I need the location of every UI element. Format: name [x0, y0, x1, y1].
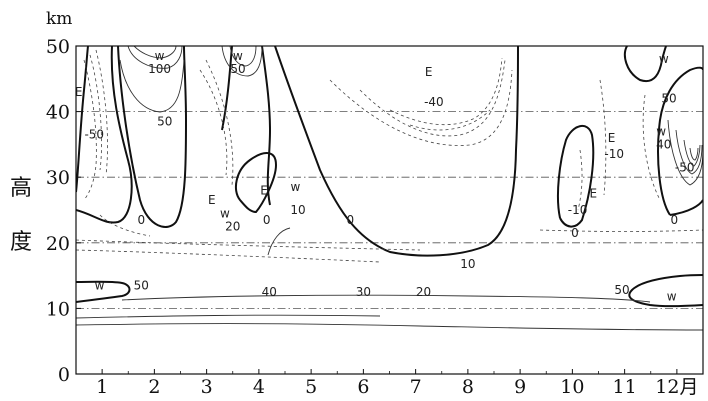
contour-label: E — [425, 65, 433, 79]
x-tick-label: 4 — [253, 376, 265, 398]
contour-label: 0 — [346, 213, 354, 227]
y-unit-label: km — [46, 9, 72, 29]
contour-label: 30 — [356, 285, 371, 299]
y-axis-title: 高 度 — [10, 176, 32, 255]
plot-frame — [75, 45, 704, 375]
contour-label: w — [95, 278, 105, 292]
x-tick-label: 7 — [410, 376, 422, 398]
contour-label: -50 — [84, 128, 104, 142]
x-tick-label: 9 — [514, 376, 526, 398]
y-axis-title-char-2: 度 — [10, 230, 32, 255]
contour-label: -40 — [424, 95, 444, 109]
x-tick-label: 1 — [96, 376, 108, 398]
contour-label: w — [291, 180, 301, 194]
contour-label: E — [608, 131, 616, 145]
contour-label: w — [155, 49, 165, 63]
x-tick-label: 3 — [201, 376, 213, 398]
contour-label: w — [656, 124, 666, 138]
contour-lines — [76, 46, 703, 331]
contour-label: 20 — [416, 285, 431, 299]
x-tick-label: 2 — [148, 376, 160, 398]
x-tick-label: 12月 — [655, 376, 698, 398]
y-tick-label: 20 — [46, 233, 70, 255]
contour-label: 50 — [157, 114, 172, 128]
x-tick-label: 5 — [305, 376, 317, 398]
x-axis: 1 2 3 4 5 6 7 8 9 10 11 12月 — [96, 369, 698, 398]
y-tick-label: 30 — [46, 167, 70, 189]
y-axis-title-char-1: 高 — [10, 176, 32, 201]
contour-label: E — [75, 85, 83, 99]
contour-label: w — [220, 206, 230, 220]
contour-label: 10 — [460, 257, 475, 271]
contour-label: w — [659, 52, 669, 66]
contour-label: 40 — [656, 137, 671, 151]
contour-label: -10 — [568, 203, 588, 217]
contour-label: 50 — [230, 62, 245, 76]
y-tick-label: 40 — [46, 102, 70, 124]
contour-label: 20 — [225, 219, 240, 233]
contour-label: -10 — [604, 147, 624, 161]
contour-label: 100 — [148, 62, 171, 76]
contour-label: 50 — [661, 91, 676, 105]
zero-contours — [76, 46, 703, 308]
contour-label: 0 — [571, 226, 579, 240]
contour-label: E — [589, 187, 597, 201]
contour-label: E — [260, 183, 268, 197]
contour-label: 50 — [614, 283, 629, 297]
contour-label: 10 — [290, 203, 305, 217]
contour-label: 50 — [134, 278, 149, 292]
x-tick-label: 10 — [560, 376, 584, 398]
positive-contours — [76, 46, 703, 331]
contour-label: w — [667, 290, 677, 304]
y-axis: 0 10 20 30 40 50 — [46, 36, 81, 386]
x-tick-label: 11 — [613, 376, 637, 398]
dashed-contours — [76, 49, 703, 263]
x-tick-label: 8 — [462, 376, 474, 398]
contour-label: 0 — [137, 213, 145, 227]
y-tick-label: 0 — [58, 364, 70, 386]
y-tick-label: 50 — [46, 36, 70, 58]
contour-label: 0 — [670, 213, 678, 227]
x-tick-label: 6 — [357, 376, 369, 398]
contour-label: 0 — [263, 213, 271, 227]
grid-lines — [76, 111, 703, 309]
contour-label: w — [233, 49, 243, 63]
contour-label: E — [208, 193, 216, 207]
contour-label: -50 — [675, 160, 695, 174]
contour-label: 40 — [262, 285, 277, 299]
y-tick-label: 10 — [46, 298, 70, 320]
x-axis-suffix: 月 — [679, 376, 698, 398]
